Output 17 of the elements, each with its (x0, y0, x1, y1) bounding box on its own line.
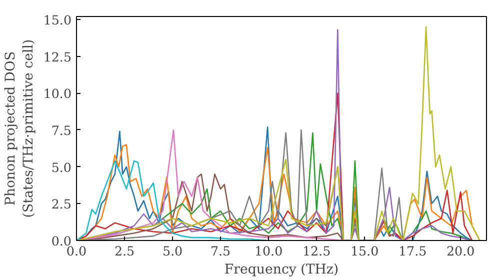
x-tick-label: 10.0 (254, 244, 283, 258)
line-series (76, 160, 270, 240)
x-tick-label: 15.0 (350, 244, 379, 258)
y-tick-label: 2.5 (51, 196, 72, 212)
x-tick-label: 2.5 (114, 244, 135, 258)
y-tick-label: 12.5 (43, 49, 72, 64)
x-tick-label: 5.0 (162, 244, 183, 258)
y-tick-label: 7.5 (51, 122, 72, 138)
x-tick-label: 12.5 (302, 244, 331, 258)
x-tick-label: 7.5 (210, 244, 231, 258)
y-tick-label: 15.0 (43, 12, 72, 28)
y-tick-label: 10.0 (43, 86, 72, 102)
y-tick-label: 5.0 (51, 160, 72, 175)
x-tick-label: 20.0 (446, 244, 475, 258)
y-axis-title: Phonon projected DOS (States/THz·primitive cell) (3, 39, 36, 218)
x-axis-title: Frequency (THz) (224, 262, 339, 278)
x-tick-label: 17.5 (398, 244, 427, 258)
